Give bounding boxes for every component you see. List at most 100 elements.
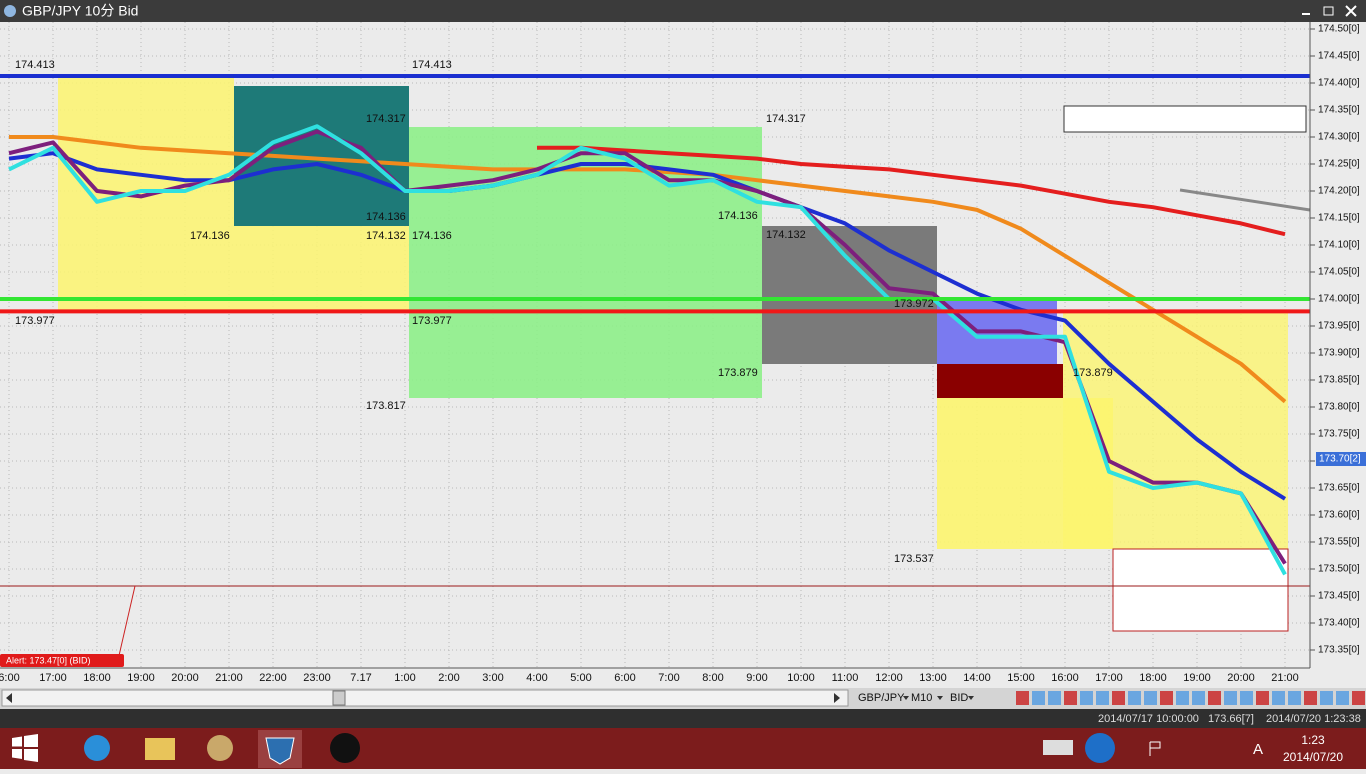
- y-tick-label: 174.25[0]: [1318, 159, 1360, 170]
- alert-pointer: [117, 585, 136, 661]
- paint-icon[interactable]: [207, 735, 233, 761]
- x-tick-label: 22:00: [259, 672, 287, 684]
- toolbar-button[interactable]: [1096, 691, 1109, 705]
- toolbar-button[interactable]: [1176, 691, 1189, 705]
- y-tick-label: 173.60[0]: [1318, 510, 1360, 521]
- level-label: 174.136: [366, 211, 406, 223]
- trading-app-icon: [265, 737, 295, 765]
- y-tick-label: 174.05[0]: [1318, 267, 1360, 278]
- scroll-thumb[interactable]: [332, 690, 346, 706]
- x-tick-label: 21:00: [1271, 672, 1299, 684]
- toolbar-button[interactable]: [1144, 691, 1157, 705]
- toolbar-button[interactable]: [1304, 691, 1317, 705]
- toolbar-button[interactable]: [1064, 691, 1077, 705]
- clock-date[interactable]: 2014/07/20: [1283, 750, 1343, 764]
- toolbar-button[interactable]: [1016, 691, 1029, 705]
- toolbar-button[interactable]: [1320, 691, 1333, 705]
- y-tick-label: 173.45[0]: [1318, 591, 1360, 602]
- x-tick-label: 1:00: [394, 672, 415, 684]
- tray-icons[interactable]: [1149, 741, 1161, 756]
- toolbar-button[interactable]: [1048, 691, 1061, 705]
- y-tick-label: 174.45[0]: [1318, 51, 1360, 62]
- x-tick-label: 23:00: [303, 672, 331, 684]
- app-icon: [4, 5, 16, 17]
- y-tick-label: 174.35[0]: [1318, 105, 1360, 116]
- y-tick-label: 174.20[0]: [1318, 186, 1360, 197]
- ie-icon[interactable]: [84, 735, 110, 761]
- y-tick-label: 173.50[0]: [1318, 564, 1360, 575]
- x-tick-label: 3:00: [482, 672, 503, 684]
- help-icon[interactable]: [1085, 733, 1115, 763]
- level-label: 174.413: [15, 59, 55, 71]
- toolbar-button[interactable]: [1192, 691, 1205, 705]
- toolbar-button[interactable]: [1256, 691, 1269, 705]
- level-label: 173.817: [366, 400, 406, 412]
- x-tick-label: 6:00: [614, 672, 635, 684]
- level-label: 173.977: [412, 315, 452, 327]
- level-label: 174.413: [412, 59, 452, 71]
- x-tick-label: 16:00: [1051, 672, 1079, 684]
- price-axis: [1310, 22, 1366, 668]
- x-tick-label: 20:00: [1227, 672, 1255, 684]
- y-tick-label: 173.40[0]: [1318, 618, 1360, 629]
- x-tick-label: 17:00: [39, 672, 67, 684]
- period-dropdown[interactable]: M10: [911, 692, 932, 704]
- toolbar-button[interactable]: [1112, 691, 1125, 705]
- y-tick-label: 173.80[0]: [1318, 402, 1360, 413]
- x-tick-label: 14:00: [963, 672, 991, 684]
- current-price: 173.70[2]: [1319, 454, 1361, 465]
- toolbar-button[interactable]: [1288, 691, 1301, 705]
- level-label: 173.879: [718, 367, 758, 379]
- x-tick-label: 18:00: [83, 672, 111, 684]
- alert-label: Alert: 173.47[0] (BID): [6, 655, 91, 665]
- toolbar-button[interactable]: [1272, 691, 1285, 705]
- x-tick-label: 5:00: [570, 672, 591, 684]
- scrollbar[interactable]: [1, 689, 849, 707]
- x-tick-label: 15:00: [1007, 672, 1035, 684]
- toolbar-button[interactable]: [1240, 691, 1253, 705]
- status-time: 2014/07/17 10:00:00: [1098, 713, 1199, 725]
- y-tick-label: 174.50[0]: [1318, 24, 1360, 35]
- toolbar-button[interactable]: [1352, 691, 1365, 705]
- restore-button[interactable]: [1323, 6, 1334, 16]
- y-tick-label: 174.00[0]: [1318, 294, 1360, 305]
- x-tick-label: 11:00: [832, 672, 859, 684]
- start-button[interactable]: [12, 734, 38, 762]
- plot-area: 174.413 174.413 174.317 174.317 174.136 174.1…: [0, 22, 1311, 668]
- level-label: 173.879: [1073, 367, 1113, 379]
- toolbar-button[interactable]: [1224, 691, 1237, 705]
- toolbar-button[interactable]: [1336, 691, 1349, 705]
- explorer-icon[interactable]: [145, 738, 175, 760]
- toolbar-button[interactable]: [1208, 691, 1221, 705]
- y-tick-label: 174.10[0]: [1318, 240, 1360, 251]
- clock-time[interactable]: 1:23: [1301, 733, 1325, 747]
- x-tick-label: 20:00: [171, 672, 199, 684]
- y-tick-label: 173.35[0]: [1318, 645, 1360, 656]
- keyboard-icon[interactable]: [1043, 740, 1073, 755]
- app-icon-2[interactable]: [330, 733, 360, 763]
- x-tick-label: 13:00: [919, 672, 947, 684]
- current-price-box: [1316, 452, 1366, 466]
- symbol-dropdown[interactable]: GBP/JPY: [858, 692, 905, 704]
- y-tick-label: 174.30[0]: [1318, 132, 1360, 143]
- zone-box: [937, 364, 1063, 398]
- y-tick-label: 173.75[0]: [1318, 429, 1360, 440]
- toolbar-button[interactable]: [1128, 691, 1141, 705]
- ma-legend-box: [1063, 105, 1307, 133]
- y-tick-label: 173.90[0]: [1318, 348, 1360, 359]
- alert-box[interactable]: [0, 654, 124, 667]
- x-tick-label: 19:00: [1183, 672, 1211, 684]
- toolbar-button[interactable]: [1080, 691, 1093, 705]
- level-label: 173.972: [894, 298, 934, 310]
- x-tick-label: 9:00: [746, 672, 767, 684]
- y-tick-label: 174.40[0]: [1318, 78, 1360, 89]
- x-tick-label: 7.17: [350, 672, 371, 684]
- close-button[interactable]: [1345, 5, 1357, 17]
- toolbar-button[interactable]: [1160, 691, 1173, 705]
- toolbar-button[interactable]: [1032, 691, 1045, 705]
- ime-indicator[interactable]: A: [1253, 741, 1263, 758]
- dropdown-arrows: [903, 696, 974, 700]
- side-dropdown[interactable]: BID: [950, 692, 968, 704]
- status-bar: [0, 709, 1366, 728]
